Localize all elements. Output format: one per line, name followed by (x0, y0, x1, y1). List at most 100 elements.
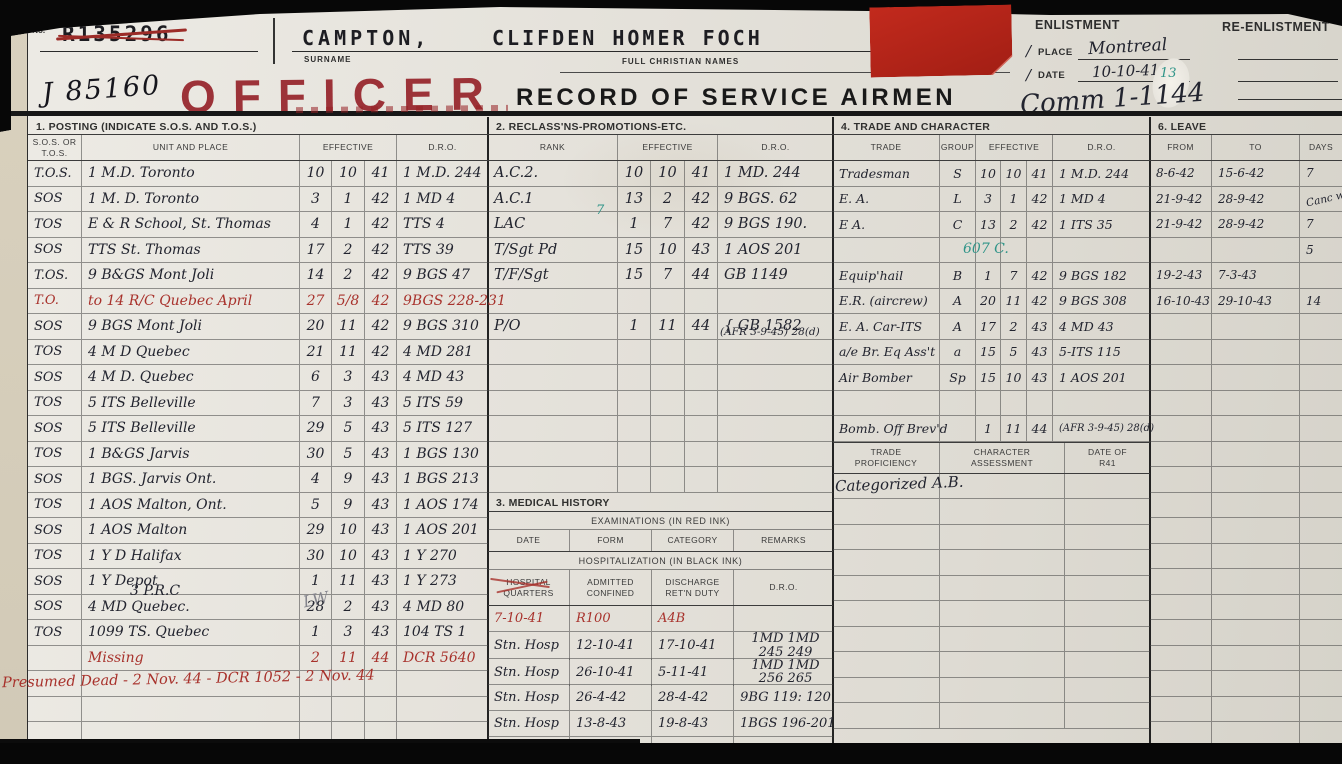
posting-cell-year (365, 722, 397, 743)
medical-cell-discharge: 28-4-42 (652, 684, 734, 711)
posting-cell-sos-tos: SOS (28, 365, 82, 390)
posting-cell-unit: 9 B&GS Mont Joli (82, 263, 300, 288)
posting-row: SOS 4 M D. Quebec 6 3 43 4 MD 43 (28, 365, 488, 391)
proficiency-cell (833, 550, 940, 575)
posting-cell-day: 3 (300, 186, 332, 211)
heavy-rule (11, 111, 1342, 116)
promotions-rank-text: P/O (494, 318, 521, 335)
proficiency-col-trade-2: PROFICIENCY (854, 457, 918, 468)
promotions-cell-year: 41 (685, 161, 718, 186)
trade-cell-group: L (940, 186, 976, 211)
posting-cell-sos-tos: TOS (28, 212, 82, 237)
medical-cell-dro: 1BGS 196-201 (734, 711, 838, 736)
leave-cell-from (1150, 594, 1212, 619)
posting-row: TOS 1 AOS Malton, Ont. 5 9 43 1 AOS 174 (28, 492, 488, 518)
posting-cell-day: 6 (300, 365, 332, 390)
medical-cell-discharge: A4B (652, 606, 734, 632)
trade-cell-trade: E. A. (833, 186, 940, 211)
posting-cell-unit: 5 ITS Belleville (82, 416, 300, 441)
proficiency-cell (833, 652, 940, 677)
posting-unit-text: to 14 R/C Quebec April (88, 292, 253, 309)
posting-cell-month (332, 696, 365, 721)
promotions-col-effective: EFFECTIVE (618, 135, 718, 160)
posting-row: SOS 1 Y Depot 3 P.R.C 1 11 43 1 Y 273 (28, 569, 488, 599)
posting-cell-month: 2 (332, 237, 365, 262)
posting-cell-month: 5 (332, 441, 365, 466)
leave-row (1150, 671, 1342, 697)
promotions-dro-text-2: (AFR 3-9-45) 28(d) (720, 326, 820, 338)
promotions-row: A.C.2. 10 10 41 1 MD. 244 (488, 161, 833, 187)
promotions-cell-day: 15 (618, 263, 651, 288)
margin-ruler-number (0, 120, 26, 146)
medical-cell-dro: 1MD 1MD 256 265 (734, 658, 833, 686)
promotions-cell-year: 42 (685, 186, 718, 211)
leave-row (1150, 543, 1342, 569)
posting-cell-unit: 1 BGS. Jarvis Ont. (82, 467, 300, 492)
leave-cell-to (1212, 492, 1300, 517)
promotions-cell-day: 15 (618, 237, 651, 262)
proficiency-cell (833, 601, 940, 626)
trade-cell-month (1001, 390, 1027, 415)
leave-row (1150, 365, 1342, 391)
trade-cell-day: 1 (976, 416, 1001, 441)
promotions-cell-year: 43 (685, 237, 718, 262)
proficiency-cell (1065, 703, 1150, 728)
medical-col-hospital-2: QUARTERS (503, 587, 554, 598)
trade-cell-group (940, 237, 976, 262)
leave-row: 16-10-43 29-10-43 14 (1150, 288, 1342, 314)
promotions-row (488, 416, 833, 442)
posting-cell-unit: 4 M D. Quebec (82, 365, 300, 390)
promotions-cell-dro: 9 BGS 190. (718, 212, 833, 237)
proficiency-col-date-1: DATE OF (1087, 447, 1127, 458)
trade-row: Air Bomber Sp 15 10 43 1 AOS 201 (833, 365, 1150, 391)
posting-cell-unit (82, 722, 300, 743)
section-border-4-6 (1149, 117, 1151, 743)
medical-row: Stn. Hosp 13-8-43 19-8-43 1BGS 196-201 (488, 711, 836, 738)
margin-ruler (0, 120, 26, 741)
promotions-cell-rank: LAC 7 (488, 203, 618, 237)
posting-unit-text: 1 M.D. Toronto (88, 165, 195, 182)
proficiency-row (833, 703, 1150, 729)
margin-ruler-number (0, 327, 26, 353)
medical-col-date: DATE (488, 530, 570, 551)
name-underline (292, 26, 1010, 52)
trade-cell-day: 20 (976, 288, 1001, 313)
posting-cell-year: 43 (365, 594, 397, 619)
trade-cell-day: 13 (976, 212, 1001, 237)
margin-ruler-number (0, 560, 26, 586)
posting-unit-text: Missing (88, 649, 144, 666)
medical-cell-discharge (652, 737, 734, 743)
leave-cell-from (1150, 671, 1212, 696)
promotions-cell-rank (488, 365, 618, 390)
margin-ruler-number (0, 275, 26, 301)
posting-cell-month: 5/8 (332, 288, 365, 313)
leave-cell-from (1150, 314, 1212, 339)
posting-cell-sos-tos: TOS (28, 390, 82, 415)
trade-row: E. A. L 3 1 42 1 MD 4 (833, 186, 1150, 212)
medical-row: Stn. Hosp 26-10-41 5-11-41 1MD 1MD 256 2… (488, 658, 833, 686)
trade-cell-dro: 4 MD 43 (1059, 318, 1114, 334)
medical-cell-dro: 9BG 119: 120 (734, 685, 833, 710)
posting-unit-text: 1 Y D Halifax (88, 547, 182, 564)
leave-row (1150, 569, 1342, 595)
promotions-cell-dro: 1 AOS 201 (718, 238, 833, 263)
promotions-cell-rank: A.C.2. (488, 161, 618, 186)
trade-cell-year: 44 (1027, 416, 1053, 441)
trade-cell-day: 10 (976, 161, 1001, 186)
promotions-cell-month: 11 (651, 314, 685, 339)
leave-cell-to: 29-10-43 (1212, 288, 1300, 313)
posting-cell-month (332, 722, 365, 743)
posting-row: Missing 2 11 44 DCR 5640 (28, 645, 488, 671)
leave-cell-to (1212, 620, 1300, 645)
posting-row: TOS 1 B&GS Jarvis 30 5 43 1 BGS 130 (28, 441, 488, 467)
posting-row: SOS TTS St. Thomas 17 2 42 TTS 39 (28, 237, 488, 263)
posting-cell-sos-tos (28, 671, 82, 696)
leave-cell-to (1212, 416, 1300, 441)
posting-cell-day: 10 (300, 161, 332, 186)
place-line (1078, 59, 1190, 60)
posting-cell-year: 43 (365, 467, 397, 492)
trade-cell-group: Sp (940, 365, 976, 390)
promotions-col-dro: D.R.O. (761, 142, 790, 153)
leave-cell-to (1212, 594, 1300, 619)
leave-row (1150, 467, 1342, 493)
